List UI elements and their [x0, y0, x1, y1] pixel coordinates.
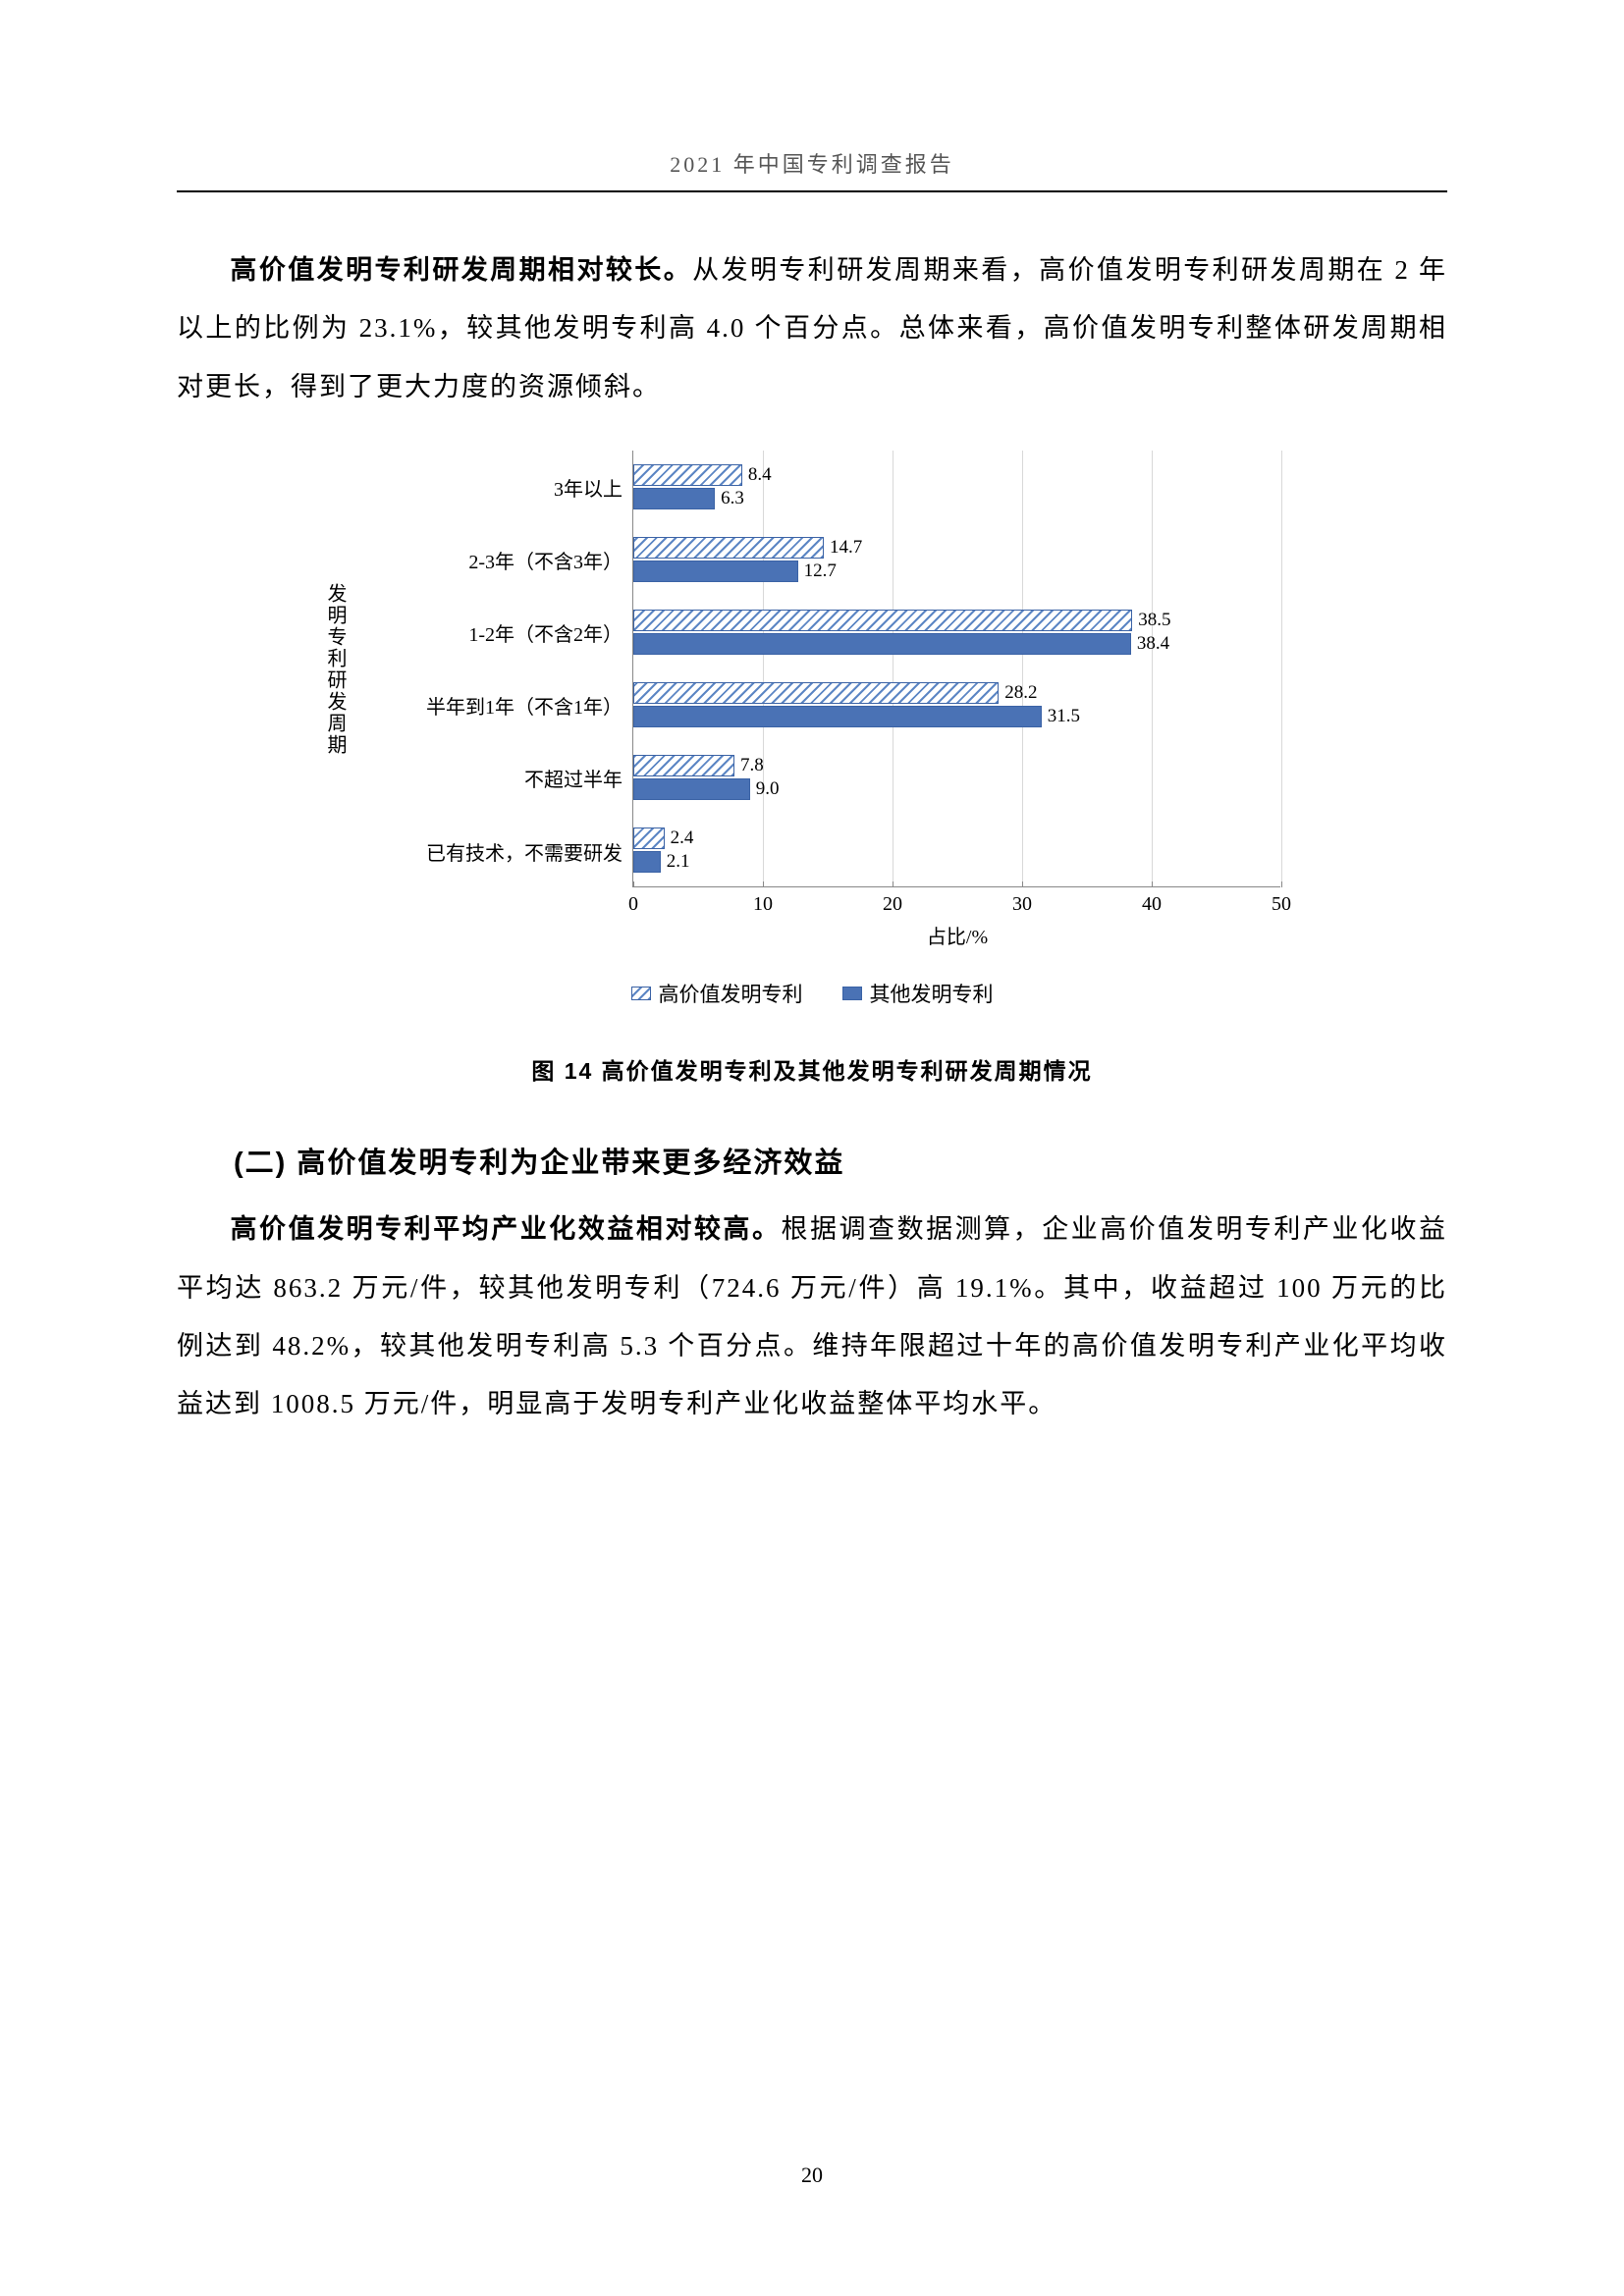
bar-value-label: 2.4	[671, 828, 694, 849]
bar	[633, 706, 1042, 727]
bar	[633, 851, 661, 873]
bar-value-label: 38.5	[1138, 610, 1170, 631]
bar	[633, 561, 798, 582]
para1-lead: 高价值发明专利研发周期相对较长。	[230, 255, 692, 285]
legend-label: 高价值发明专利	[659, 979, 803, 1008]
x-tick-label: 10	[753, 893, 773, 916]
bar	[633, 488, 715, 509]
chart-legend: 高价值发明专利 其他发明专利	[321, 979, 1303, 1008]
bar	[633, 755, 734, 776]
bar-value-label: 2.1	[667, 851, 690, 873]
x-ticks: 01020304050	[633, 887, 1281, 917]
figure-caption: 图 14 高价值发明专利及其他发明专利研发周期情况	[177, 1052, 1447, 1086]
legend-swatch	[631, 987, 651, 1000]
bar-value-label: 9.0	[756, 778, 780, 800]
page-number: 20	[0, 2163, 1624, 2188]
y-axis-label: 发明专利研发周期	[321, 583, 350, 756]
bar-value-label: 7.8	[740, 755, 764, 776]
bar-value-label: 6.3	[721, 488, 744, 509]
para2-body: 根据调查数据测算，企业高价值发明专利产业化收益平均达 863.2 万元/件，较其…	[177, 1214, 1447, 1418]
x-tick-label: 30	[1012, 893, 1032, 916]
bar-group: 14.712.7	[633, 523, 1280, 596]
bar-value-label: 8.4	[748, 464, 772, 486]
category-label: 1-2年（不含2年）	[357, 597, 623, 669]
category-label: 半年到1年（不含1年）	[357, 669, 623, 742]
legend-swatch	[842, 987, 862, 1000]
x-tick-label: 0	[628, 893, 638, 916]
bar-group: 38.538.4	[633, 596, 1280, 668]
bar	[633, 828, 665, 849]
legend-label: 其他发明专利	[870, 979, 994, 1008]
bar-value-label: 38.4	[1137, 633, 1169, 655]
figure-14-chart: 发明专利研发周期 3年以上2-3年（不含3年）1-2年（不含2年）半年到1年（不…	[321, 451, 1303, 1008]
bar	[633, 610, 1132, 631]
bar	[633, 633, 1131, 655]
bar-group: 2.42.1	[633, 814, 1280, 886]
para2-lead: 高价值发明专利平均产业化效益相对较高。	[230, 1214, 781, 1244]
legend-item: 高价值发明专利	[631, 979, 803, 1008]
x-axis-label: 占比/%	[633, 921, 1281, 949]
bar-value-label: 31.5	[1048, 706, 1080, 727]
paragraph-2: 高价值发明专利平均产业化效益相对较高。根据调查数据测算，企业高价值发明专利产业化…	[177, 1201, 1447, 1434]
chart-plot-area: 8.46.314.712.738.538.428.231.57.89.02.42…	[632, 451, 1280, 887]
bar-group: 8.46.3	[633, 451, 1280, 523]
category-label: 2-3年（不含3年）	[357, 523, 623, 596]
page-header: 2021 年中国专利调查报告	[177, 147, 1447, 192]
bar-value-label: 12.7	[804, 561, 837, 582]
legend-item: 其他发明专利	[842, 979, 994, 1008]
bar	[633, 682, 999, 704]
x-tick-label: 50	[1272, 893, 1291, 916]
category-label: 3年以上	[357, 451, 623, 523]
bar-value-label: 28.2	[1004, 682, 1037, 704]
x-tick-label: 40	[1142, 893, 1162, 916]
bar	[633, 537, 824, 559]
category-label: 已有技术，不需要研发	[357, 815, 623, 887]
category-labels: 3年以上2-3年（不含3年）1-2年（不含2年）半年到1年（不含1年）不超过半年…	[357, 451, 632, 887]
paragraph-1: 高价值发明专利研发周期相对较长。从发明专利研发周期来看，高价值发明专利研发周期在…	[177, 241, 1447, 416]
bar-group: 28.2 31.5	[633, 668, 1280, 741]
bar	[633, 464, 742, 486]
category-label: 不超过半年	[357, 742, 623, 815]
bar-value-label: 14.7	[830, 537, 862, 559]
section-2-title: (二) 高价值发明专利为企业带来更多经济效益	[177, 1140, 1447, 1181]
bar	[633, 778, 750, 800]
x-tick-label: 20	[883, 893, 902, 916]
bar-group: 7.89.0	[633, 741, 1280, 814]
